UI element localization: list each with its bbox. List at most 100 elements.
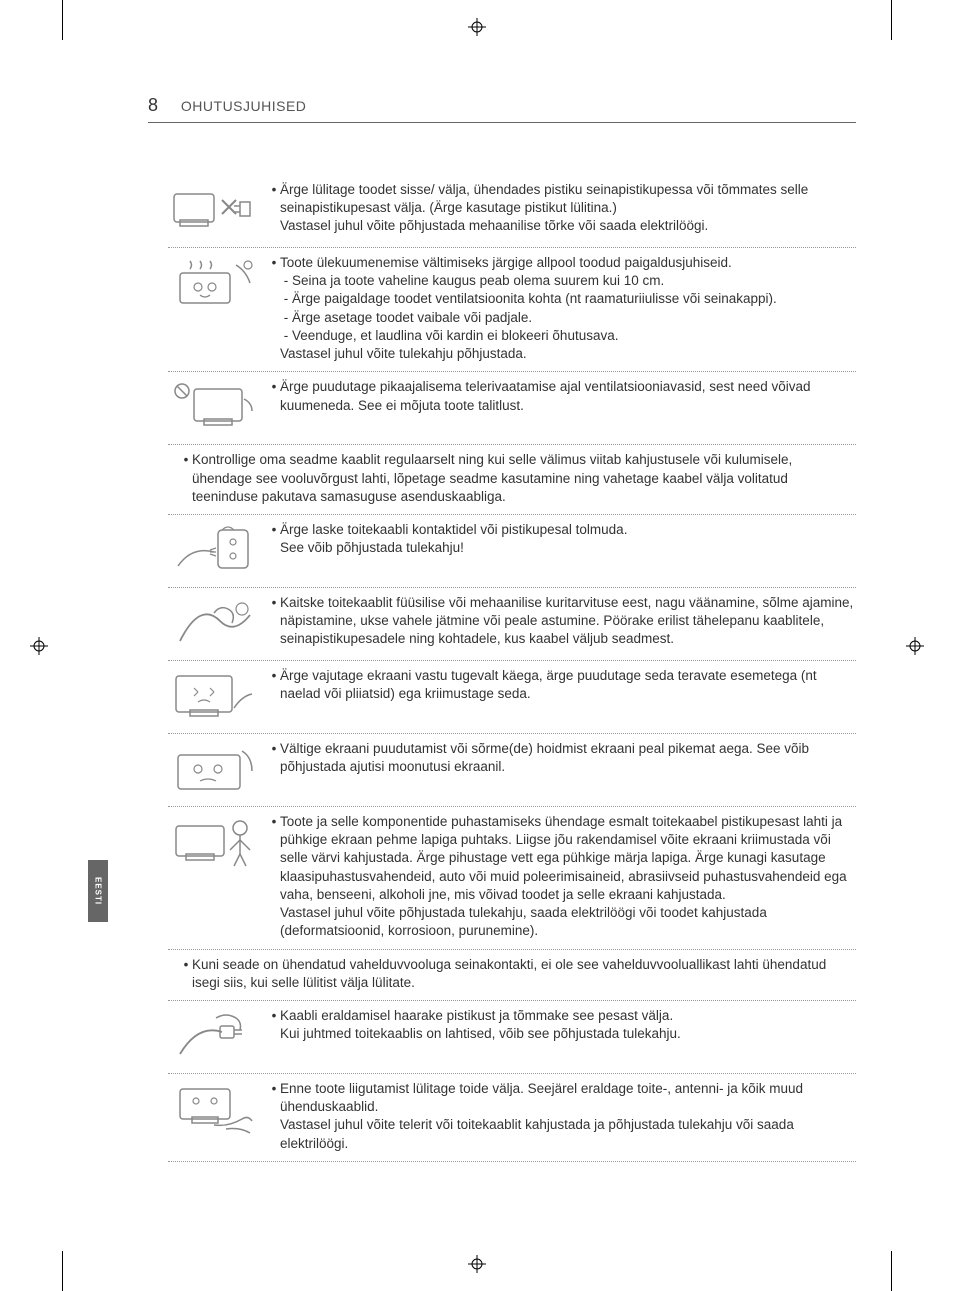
crop-mark [62, 0, 63, 40]
sub-bullet-text: Ärge asetage toodet vaibale või padjale. [292, 309, 856, 327]
bullet-text: Kontrollige oma seadme kaablit regulaars… [192, 451, 856, 506]
sub-bullet-dash: - [280, 309, 292, 327]
page: 8 OHUTUSJUHISED EESTI •Ärge lülitage too… [0, 0, 954, 1291]
spacer [268, 1025, 280, 1043]
spacer [268, 904, 280, 940]
bullet: •Ärge laske toitekaabli kontaktidel või … [268, 521, 856, 539]
bullet-text: Toote ja selle komponentide puhastamisek… [280, 813, 856, 904]
crop-mark [891, 1251, 892, 1291]
cable-bend-icon [168, 594, 260, 652]
plug-dust-icon [168, 521, 260, 579]
tv-heat-icon [168, 254, 260, 312]
screen-finger-icon [168, 740, 260, 798]
safety-item: •Enne toote liigutamist lülitage toide v… [168, 1074, 856, 1162]
item-text: •Ärge vajutage ekraani vastu tugevalt kä… [268, 667, 856, 703]
bullet: •Ärge puudutage pikaajalisema telerivaat… [268, 378, 856, 414]
item-text: •Ärge puudutage pikaajalisema telerivaat… [268, 378, 856, 414]
bullet: •Kontrollige oma seadme kaablit regulaar… [180, 451, 856, 506]
plug-pull-icon [168, 1007, 260, 1065]
bullet: •Vältige ekraani puudutamist või sõrme(d… [268, 740, 856, 776]
item-text: •Kuni seade on ühendatud vahelduvvooluga… [168, 956, 856, 992]
bullet-after: Vastasel juhul võite telerit või toiteka… [268, 1116, 856, 1152]
language-tab: EESTI [88, 860, 108, 922]
sub-bullet-text: Veenduge, et laudlina või kardin ei blok… [292, 327, 856, 345]
crop-mark [891, 0, 892, 40]
bullet-after: See võib põhjustada tulekahju! [268, 539, 856, 557]
content-area: •Ärge lülitage toodet sisse/ välja, ühen… [168, 175, 856, 1162]
bullet-dot: • [268, 378, 280, 414]
bullet-dot: • [268, 813, 280, 904]
plug-x-icon [168, 181, 260, 239]
safety-item: •Toote ülekuumenemise vältimiseks järgig… [168, 248, 856, 372]
safety-item: •Vältige ekraani puudutamist või sõrme(d… [168, 734, 856, 807]
bullet-after: Vastasel juhul võite põhjustada mehaanil… [268, 217, 856, 235]
tv-clean-icon [168, 813, 260, 871]
bullet-dot: • [268, 667, 280, 703]
sub-bullet-dash: - [280, 327, 292, 345]
safety-item: •Toote ja selle komponentide puhastamise… [168, 807, 856, 950]
safety-item: •Ärge lülitage toodet sisse/ välja, ühen… [168, 175, 856, 248]
sub-bullet: -Ärge asetage toodet vaibale või padjale… [268, 309, 856, 327]
bullet-dot: • [268, 521, 280, 539]
bullet-text: Vältige ekraani puudutamist või sõrme(de… [280, 740, 856, 776]
registration-mark-icon [30, 637, 48, 655]
bullet-text: Enne toote liigutamist lülitage toide vä… [280, 1080, 856, 1116]
bullet-text: Kuni seade on ühendatud vahelduvvooluga … [192, 956, 856, 992]
sub-bullet-text: Ärge paigaldage toodet ventilatsioonita … [292, 290, 856, 308]
bullet: •Enne toote liigutamist lülitage toide v… [268, 1080, 856, 1116]
item-text: •Ärge lülitage toodet sisse/ välja, ühen… [268, 181, 856, 236]
after-text: Vastasel juhul võite tulekahju põhjustad… [280, 345, 856, 363]
tv-cables-icon [168, 1080, 260, 1138]
bullet-text: Ärge puudutage pikaajalisema telerivaata… [280, 378, 856, 414]
tv-vent-hand-icon [168, 378, 260, 436]
item-text: •Ärge laske toitekaabli kontaktidel või … [268, 521, 856, 557]
safety-item: •Ärge puudutage pikaajalisema telerivaat… [168, 372, 856, 445]
sub-bullet: -Veenduge, et laudlina või kardin ei blo… [268, 327, 856, 345]
bullet-after: Kui juhtmed toitekaablis on lahtised, võ… [268, 1025, 856, 1043]
sub-bullet-dash: - [280, 272, 292, 290]
after-text: Vastasel juhul võite põhjustada tulekahj… [280, 904, 856, 940]
sub-bullet-text: Seina ja toote vaheline kaugus peab olem… [292, 272, 856, 290]
safety-item: •Kaitske toitekaablit füüsilise või meha… [168, 588, 856, 661]
bullet: •Ärge lülitage toodet sisse/ välja, ühen… [268, 181, 856, 217]
page-number: 8 [148, 95, 159, 115]
screen-press-icon [168, 667, 260, 725]
crop-mark [62, 1251, 63, 1291]
spacer [268, 1116, 280, 1152]
sub-bullet: -Seina ja toote vaheline kaugus peab ole… [268, 272, 856, 290]
bullet-dot: • [268, 181, 280, 217]
item-text: •Enne toote liigutamist lülitage toide v… [268, 1080, 856, 1153]
sub-bullet-dash: - [280, 290, 292, 308]
item-text: •Kontrollige oma seadme kaablit regulaar… [168, 451, 856, 506]
bullet: •Kuni seade on ühendatud vahelduvvooluga… [180, 956, 856, 992]
bullet-dot: • [268, 1080, 280, 1116]
after-text: Vastasel juhul võite telerit või toiteka… [280, 1116, 856, 1152]
registration-mark-icon [468, 18, 486, 36]
item-text: •Toote ülekuumenemise vältimiseks järgig… [268, 254, 856, 363]
item-text: •Kaitske toitekaablit füüsilise või meha… [268, 594, 856, 649]
bullet-dot: • [180, 956, 192, 992]
bullet-dot: • [180, 451, 192, 506]
after-text: Kui juhtmed toitekaablis on lahtised, võ… [280, 1025, 856, 1043]
bullet-text: Kaabli eraldamisel haarake pistikust ja … [280, 1007, 856, 1025]
bullet-dot: • [268, 740, 280, 776]
page-header: 8 OHUTUSJUHISED [148, 95, 856, 123]
after-text: Vastasel juhul võite põhjustada mehaanil… [280, 217, 856, 235]
bullet-dot: • [268, 594, 280, 649]
sub-bullet: -Ärge paigaldage toodet ventilatsioonita… [268, 290, 856, 308]
bullet-dot: • [268, 254, 280, 272]
bullet: •Toote ülekuumenemise vältimiseks järgig… [268, 254, 856, 272]
bullet: •Kaabli eraldamisel haarake pistikust ja… [268, 1007, 856, 1025]
bullet-dot: • [268, 1007, 280, 1025]
bullet-after: Vastasel juhul võite tulekahju põhjustad… [268, 345, 856, 363]
after-text: See võib põhjustada tulekahju! [280, 539, 856, 557]
registration-mark-icon [906, 637, 924, 655]
safety-item: •Kaabli eraldamisel haarake pistikust ja… [168, 1001, 856, 1074]
spacer [268, 217, 280, 235]
bullet-text: Toote ülekuumenemise vältimiseks järgige… [280, 254, 856, 272]
safety-item: •Kuni seade on ühendatud vahelduvvooluga… [168, 950, 856, 1001]
bullet-after: Vastasel juhul võite põhjustada tulekahj… [268, 904, 856, 940]
safety-item: •Ärge laske toitekaabli kontaktidel või … [168, 515, 856, 588]
bullet-text: Kaitske toitekaablit füüsilise või mehaa… [280, 594, 856, 649]
spacer [268, 539, 280, 557]
